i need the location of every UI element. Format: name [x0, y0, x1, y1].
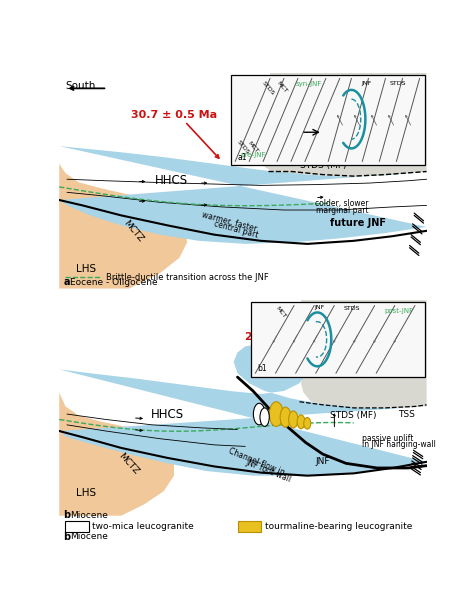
Polygon shape — [59, 345, 427, 475]
Text: marginal part: marginal part — [316, 206, 368, 215]
Text: colder, slower: colder, slower — [315, 199, 369, 209]
Text: a1: a1 — [237, 153, 247, 162]
Text: JNF: JNF — [316, 457, 330, 466]
Text: LHS: LHS — [76, 488, 96, 497]
Polygon shape — [59, 150, 187, 289]
Ellipse shape — [280, 407, 291, 427]
Ellipse shape — [269, 402, 283, 426]
FancyBboxPatch shape — [251, 302, 425, 377]
Text: STDS: STDS — [236, 140, 250, 156]
Text: warmer, faster: warmer, faster — [201, 210, 258, 233]
FancyBboxPatch shape — [231, 75, 425, 165]
Text: South: South — [65, 81, 96, 91]
Text: MCT: MCT — [246, 141, 259, 154]
Text: JNF: JNF — [362, 81, 372, 86]
Polygon shape — [59, 377, 174, 516]
Text: JNF: JNF — [315, 305, 325, 311]
Ellipse shape — [289, 411, 298, 428]
Text: post-JNF: post-JNF — [384, 308, 413, 314]
Polygon shape — [264, 73, 427, 177]
Text: 30.7 ± 0.5 Ma: 30.7 ± 0.5 Ma — [131, 110, 217, 120]
Text: b: b — [63, 531, 70, 542]
Text: passive uplift: passive uplift — [362, 434, 413, 443]
Text: MCT: MCT — [275, 81, 288, 94]
Text: a: a — [63, 277, 70, 287]
Polygon shape — [59, 300, 427, 520]
Text: Miocene: Miocene — [70, 532, 108, 541]
Text: STDS (MF): STDS (MF) — [300, 161, 346, 170]
Text: 21.4 ± 2.3 Ma: 21.4 ± 2.3 Ma — [245, 332, 331, 342]
Text: STDS: STDS — [261, 81, 276, 97]
Ellipse shape — [304, 418, 311, 429]
Text: pre-JNF: pre-JNF — [241, 153, 266, 158]
Text: b: b — [63, 510, 70, 520]
Text: MCTZ: MCTZ — [121, 218, 145, 243]
Text: STDS: STDS — [344, 305, 360, 311]
Text: TSS: TSS — [392, 154, 409, 164]
FancyBboxPatch shape — [65, 521, 89, 532]
Ellipse shape — [297, 415, 305, 429]
Text: MCTZ: MCTZ — [117, 451, 141, 476]
Text: central part: central part — [213, 219, 259, 240]
Text: STDS: STDS — [390, 81, 406, 86]
Polygon shape — [300, 300, 427, 408]
Text: Channel-flow in: Channel-flow in — [228, 446, 286, 477]
Text: JNF foot-wall: JNF foot-wall — [245, 458, 292, 484]
Text: TSS: TSS — [398, 410, 415, 418]
Text: Eocene - Oligocene: Eocene - Oligocene — [70, 278, 158, 287]
Text: in JNF hanging-wall: in JNF hanging-wall — [362, 440, 436, 449]
Text: MCT: MCT — [275, 305, 287, 319]
Text: two-mica leucogranite: two-mica leucogranite — [92, 522, 193, 531]
Text: Miocene: Miocene — [70, 511, 108, 520]
Text: STDS (MF): STDS (MF) — [330, 411, 377, 420]
Polygon shape — [59, 146, 427, 244]
Text: Brittle-ductile transition across the JNF: Brittle-ductile transition across the JN… — [106, 272, 268, 282]
Text: future JNF: future JNF — [329, 218, 386, 228]
Text: HHCS: HHCS — [155, 174, 188, 187]
Text: tourmaline-bearing leucogranite: tourmaline-bearing leucogranite — [264, 522, 412, 531]
Ellipse shape — [254, 403, 265, 425]
Text: b1: b1 — [258, 364, 267, 373]
FancyBboxPatch shape — [237, 521, 261, 532]
Text: syn-JNF: syn-JNF — [296, 81, 322, 87]
Text: HHCS: HHCS — [151, 407, 184, 421]
Text: 33.8 ± 0.8 Ma: 33.8 ± 0.8 Ma — [245, 110, 331, 120]
Ellipse shape — [260, 408, 269, 426]
Text: LHS: LHS — [76, 264, 96, 274]
Polygon shape — [59, 73, 427, 289]
